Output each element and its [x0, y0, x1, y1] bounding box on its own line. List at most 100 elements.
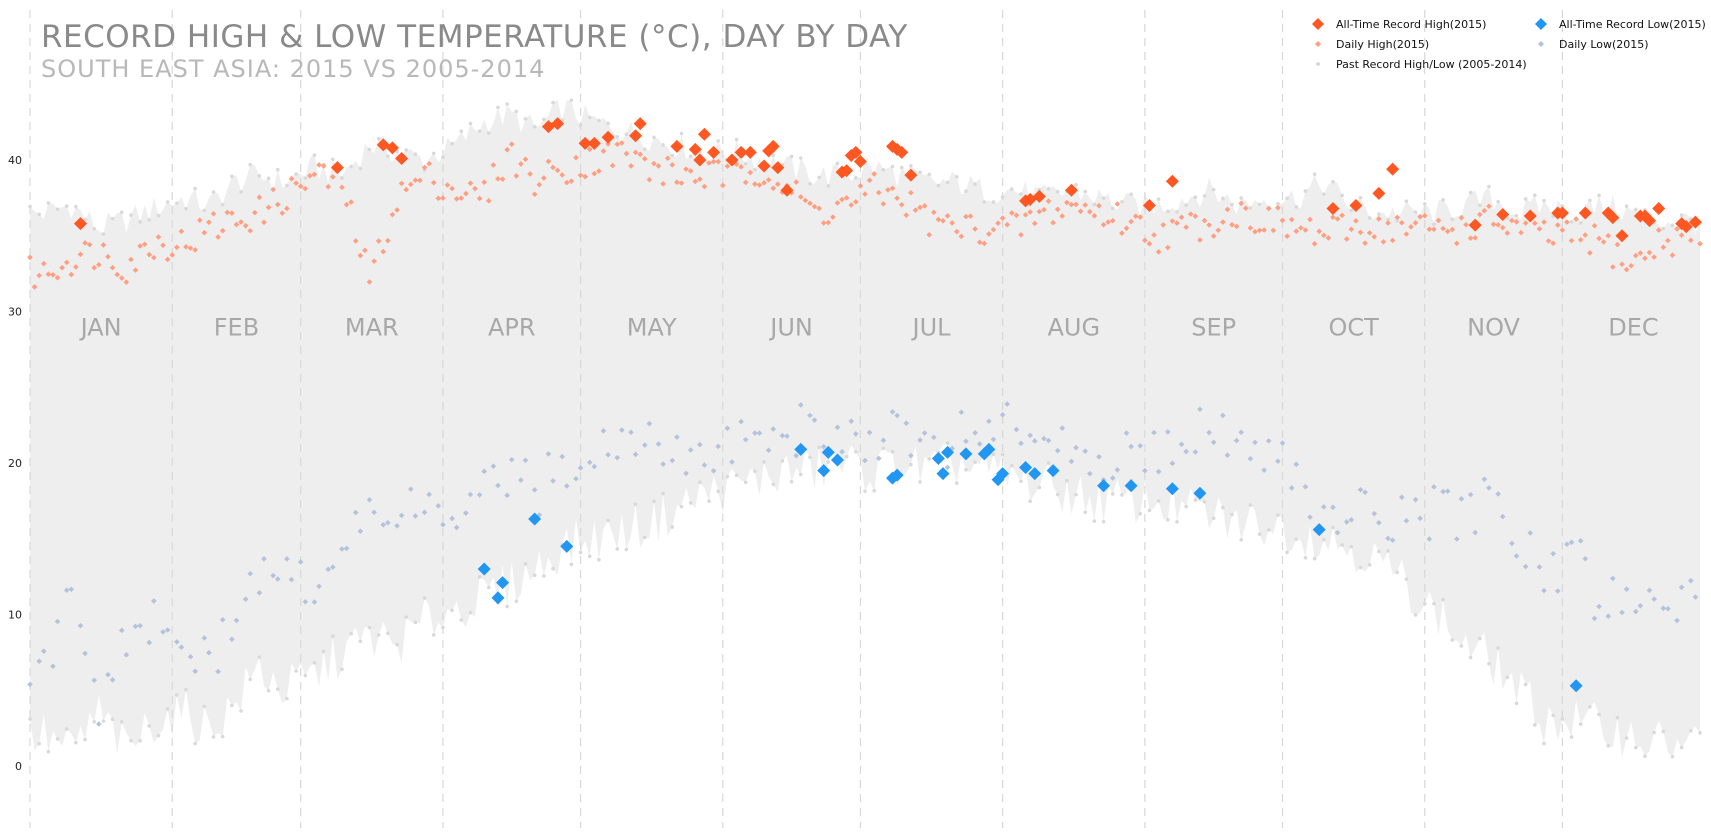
- daily-low-point: [1330, 504, 1336, 511]
- past-record-high-point: [679, 131, 684, 136]
- daily-high-point: [811, 203, 818, 210]
- past-record-high-point: [28, 204, 32, 209]
- past-record-low-point: [1450, 638, 1455, 642]
- past-record-high-point: [899, 165, 904, 170]
- past-record-high-point: [514, 109, 519, 114]
- record-high-point: [707, 145, 721, 159]
- past-record-high-point: [349, 164, 353, 169]
- past-record-high-point: [1542, 198, 1546, 203]
- daily-low-point: [261, 556, 267, 562]
- past-record-low-point: [1166, 518, 1170, 522]
- past-record-low-point: [826, 460, 831, 464]
- daily-low-point: [866, 429, 873, 436]
- past-record-high-point: [83, 217, 87, 222]
- daily-low-point: [316, 583, 322, 590]
- record-high-point: [688, 142, 702, 156]
- past-record-high-point: [835, 161, 840, 166]
- daily-high-point: [1398, 219, 1405, 226]
- past-record-low-point: [698, 480, 702, 485]
- daily-high-point: [531, 191, 538, 198]
- past-record-low-point: [1193, 498, 1198, 502]
- past-record-high-point: [505, 102, 509, 106]
- past-record-low-point: [266, 688, 271, 693]
- daily-high-point: [233, 221, 240, 228]
- daily-high-point: [793, 179, 799, 185]
- past-record-low-point: [1046, 461, 1051, 465]
- past-record-high-point: [945, 180, 950, 185]
- past-record-high-point: [1367, 216, 1372, 220]
- daily-low-point: [385, 519, 391, 526]
- past-record-high-point: [459, 129, 464, 134]
- daily-high-point: [582, 173, 588, 180]
- past-record-high-point: [312, 153, 317, 157]
- daily-high-point: [118, 275, 125, 281]
- daily-low-point: [421, 509, 428, 516]
- daily-high-point: [1105, 219, 1111, 225]
- daily-low-point: [683, 470, 689, 477]
- record-low-point: [1312, 523, 1326, 537]
- past-record-low-point: [652, 499, 656, 504]
- daily-high-point: [1068, 201, 1075, 208]
- daily-low-point: [921, 430, 928, 436]
- past-record-high-point: [532, 125, 537, 129]
- past-record-high-point: [1083, 189, 1088, 194]
- past-record-low-point: [92, 719, 97, 724]
- past-record-high-point: [1211, 187, 1216, 192]
- past-record-high-point: [156, 213, 161, 218]
- past-record-high-point: [991, 200, 996, 204]
- daily-high-point: [1532, 220, 1538, 227]
- daily-low-point: [1252, 439, 1258, 446]
- daily-low-point: [1564, 541, 1570, 548]
- past-record-low-point: [74, 740, 78, 745]
- daily-high-point: [719, 182, 726, 189]
- daily-high-point: [1197, 237, 1203, 243]
- daily-low-point: [632, 451, 639, 458]
- daily-low-point: [908, 452, 914, 459]
- daily-high-point: [132, 267, 139, 273]
- daily-low-point: [729, 459, 735, 465]
- daily-high-point: [417, 177, 423, 184]
- past-record-low-point: [83, 737, 87, 742]
- daily-high-point: [215, 234, 221, 240]
- daily-high-point: [1293, 228, 1300, 235]
- daily-high-point: [105, 253, 111, 260]
- past-record-low-point: [789, 479, 794, 484]
- daily-high-point: [1371, 233, 1378, 240]
- daily-high-point: [559, 172, 565, 178]
- daily-high-point: [1165, 244, 1171, 251]
- daily-low-point: [848, 418, 855, 424]
- daily-high-point: [490, 162, 497, 168]
- daily-high-point: [1421, 212, 1428, 219]
- record-high-point: [385, 141, 399, 155]
- daily-high-point: [183, 244, 189, 250]
- month-label-sep: SEP: [1191, 314, 1236, 342]
- daily-high-point: [866, 177, 873, 184]
- record-low-point: [996, 467, 1010, 481]
- daily-low-point: [605, 451, 611, 458]
- daily-high-point: [623, 150, 630, 157]
- record-high-point: [1578, 206, 1592, 220]
- daily-low-point: [174, 639, 180, 645]
- daily-high-point: [1545, 238, 1552, 244]
- past-record-low-point: [312, 661, 317, 665]
- past-record-high-point: [1312, 172, 1317, 177]
- daily-high-point: [761, 180, 767, 186]
- daily-high-point: [1486, 203, 1492, 210]
- daily-high-point: [274, 201, 281, 208]
- past-record-high-point: [954, 174, 959, 179]
- daily-low-point: [36, 658, 42, 665]
- daily-high-point: [738, 164, 744, 170]
- daily-low-point: [522, 457, 529, 464]
- past-record-low-point: [220, 734, 225, 739]
- daily-high-point: [1481, 207, 1488, 214]
- daily-high-point: [1334, 216, 1341, 222]
- daily-low-point: [573, 475, 579, 482]
- past-record-low-point: [1386, 549, 1390, 553]
- daily-high-point: [1665, 237, 1671, 244]
- past-record-high-point: [771, 153, 776, 158]
- daily-low-point: [1224, 452, 1231, 458]
- past-record-low-point: [239, 709, 243, 713]
- daily-high-point: [683, 166, 689, 172]
- record-high-point: [1142, 198, 1156, 212]
- daily-low-point: [1444, 488, 1451, 495]
